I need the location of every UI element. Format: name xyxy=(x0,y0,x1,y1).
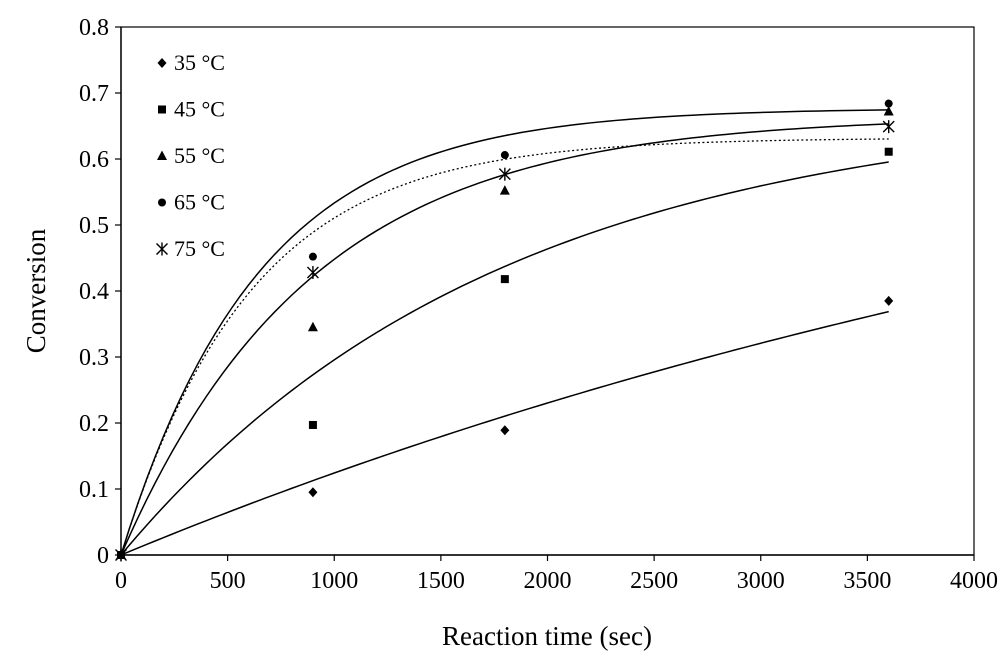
x-tick-label: 2000 xyxy=(524,568,572,594)
x-tick-label: 2500 xyxy=(630,568,678,594)
y-tick-label: 0 xyxy=(97,543,109,569)
x-tick-label: 1500 xyxy=(417,568,465,594)
point-series-4 xyxy=(500,151,509,160)
legend-label-4: 65 °C xyxy=(174,190,225,215)
y-tick-label: 0.8 xyxy=(79,15,109,41)
legend-marker-1 xyxy=(157,58,167,68)
axes: 0 500 1000 1500 2000 2500 3000 3500 4000 0 0.1 0.2 0… xyxy=(79,15,998,594)
y-axis-title: Conversion xyxy=(21,228,51,353)
legend-marker-5 xyxy=(156,242,168,256)
point-series-3 xyxy=(883,105,894,116)
data-points xyxy=(115,99,895,562)
legend: 35 °C 45 °C 55 °C 65 °C 75 °C xyxy=(156,50,225,261)
legend-marker-2 xyxy=(158,105,166,114)
point-series-2 xyxy=(884,147,893,156)
y-tick-label: 0.2 xyxy=(79,411,109,437)
legend-label-2: 45 °C xyxy=(174,97,225,122)
point-series-5 xyxy=(498,167,511,181)
point-series-5 xyxy=(882,120,895,134)
legend-label-3: 55 °C xyxy=(174,143,225,168)
point-series-2 xyxy=(500,275,509,284)
legend-label-5: 75 °C xyxy=(174,236,225,261)
point-series-3 xyxy=(499,185,510,195)
legend-label-1: 35 °C xyxy=(174,50,225,75)
y-tick-label: 0.6 xyxy=(79,147,109,173)
y-tick-label: 0.4 xyxy=(79,279,109,305)
x-tick-label: 3500 xyxy=(843,568,891,594)
point-series-2 xyxy=(308,420,317,429)
fit-curve-1 xyxy=(120,310,889,556)
legend-marker-4 xyxy=(158,198,166,207)
y-tick-label: 0.7 xyxy=(79,81,109,107)
x-tick-label: 0 xyxy=(115,568,127,594)
legend-marker-3 xyxy=(157,150,167,160)
x-tick-label: 500 xyxy=(210,568,246,594)
fit-curve-5 xyxy=(120,138,889,556)
y-tick-label: 0.1 xyxy=(79,477,109,503)
fit-curve-2 xyxy=(120,161,889,556)
point-series-1 xyxy=(308,487,318,498)
point-series-1 xyxy=(500,425,510,436)
point-series-1 xyxy=(884,295,894,306)
fit-curve-4 xyxy=(120,109,889,556)
plot-frame xyxy=(120,26,975,556)
x-axis-title: Reaction time (sec) xyxy=(442,621,652,651)
point-series-3 xyxy=(307,321,318,332)
y-tick-label: 0.3 xyxy=(79,345,109,371)
x-tick-label: 4000 xyxy=(950,568,998,594)
point-series-5 xyxy=(115,548,127,562)
y-tick-label: 0.5 xyxy=(79,213,109,239)
point-series-4 xyxy=(308,252,317,261)
x-tick-label: 1000 xyxy=(310,568,358,594)
x-tick-label: 3000 xyxy=(737,568,785,594)
point-series-5 xyxy=(306,266,319,280)
point-series-4 xyxy=(884,99,893,108)
